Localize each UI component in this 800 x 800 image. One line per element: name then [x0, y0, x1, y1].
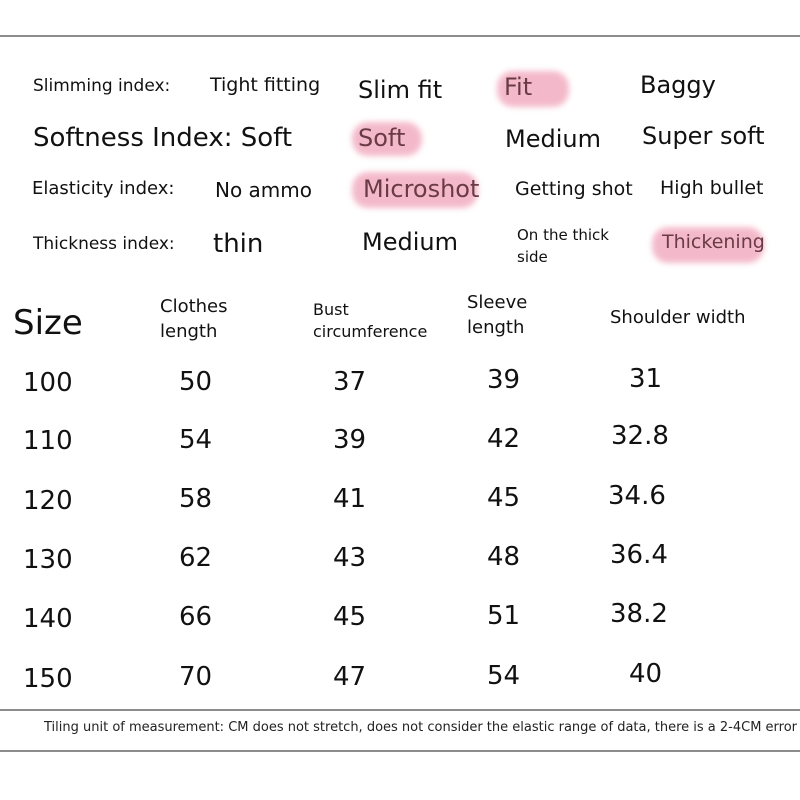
table-cell-clothes-length: 50	[179, 367, 213, 397]
table-cell-bust: 45	[333, 602, 367, 632]
table-cell-clothes-length: 70	[179, 662, 213, 692]
clothes-length-header-line2: length	[160, 321, 218, 343]
highlight-thickening	[652, 227, 764, 263]
highlight-microshot	[352, 172, 478, 208]
bust-header-line1: Bust	[313, 300, 349, 319]
highlight-fit	[497, 71, 569, 107]
sleeve-length-header: Sleeve length	[467, 290, 527, 340]
slimming-option-tight-fitting: Tight fitting	[210, 74, 321, 96]
table-cell-bust: 41	[333, 484, 367, 514]
slimming-index-label: Slimming index:	[33, 76, 171, 96]
table-cell-bust: 37	[333, 367, 367, 397]
table-cell-shoulder: 36.4	[610, 540, 668, 570]
thickness-option-medium: Medium	[362, 228, 458, 256]
table-cell-sleeve: 54	[487, 661, 521, 691]
thickness-option-thickening-selected: Thickening	[662, 231, 765, 253]
thickness-option-on-the-thick-side: On the thick side	[517, 226, 609, 266]
bust-circumference-header: Bust circumference	[313, 299, 427, 344]
footer-note: Tiling unit of measurement: CM does not …	[44, 720, 798, 735]
footer-divider-bottom	[0, 750, 800, 752]
softness-index-label: Softness Index: Soft	[33, 123, 293, 153]
softness-option-soft-selected: Soft	[358, 124, 406, 152]
table-cell-shoulder: 31	[629, 364, 663, 394]
sleeve-header-line2: length	[467, 317, 525, 339]
table-cell-bust: 39	[333, 425, 367, 455]
table-cell-shoulder: 38.2	[610, 599, 668, 629]
table-cell-clothes-length: 54	[179, 425, 213, 455]
table-cell-bust: 47	[333, 662, 367, 692]
thickness-option-thin: thin	[213, 229, 264, 259]
shoulder-width-header: Shoulder width	[610, 307, 746, 328]
table-cell-shoulder: 32.8	[611, 421, 669, 451]
softness-option-super-soft: Super soft	[642, 122, 765, 150]
table-cell-clothes-length: 58	[179, 484, 213, 514]
table-cell-sleeve: 51	[487, 601, 521, 631]
slimming-option-baggy: Baggy	[640, 71, 716, 99]
table-cell-size: 140	[23, 604, 73, 634]
table-cell-size: 110	[23, 426, 73, 456]
bust-header-line2: circumference	[313, 322, 428, 342]
elasticity-option-microshot-selected: Microshot	[363, 175, 480, 203]
table-cell-shoulder: 40	[629, 659, 663, 689]
table-cell-sleeve: 45	[487, 483, 521, 513]
softness-option-medium: Medium	[505, 125, 601, 153]
top-divider	[0, 35, 800, 37]
table-cell-size: 100	[23, 368, 73, 398]
table-cell-bust: 43	[333, 543, 367, 573]
elasticity-option-no-ammo: No ammo	[215, 178, 313, 202]
sleeve-header-line1: Sleeve	[467, 292, 528, 313]
elasticity-option-high-bullet: High bullet	[660, 177, 764, 199]
table-cell-clothes-length: 62	[179, 543, 213, 573]
highlight-soft	[352, 122, 422, 156]
table-cell-size: 150	[23, 664, 73, 694]
slimming-option-fit-selected: Fit	[504, 73, 533, 101]
elasticity-option-getting-shot: Getting shot	[515, 178, 633, 200]
table-cell-sleeve: 42	[487, 424, 521, 454]
clothes-length-header: Clothes length	[160, 294, 228, 344]
clothes-length-header-line1: Clothes	[160, 296, 228, 317]
table-cell-clothes-length: 66	[179, 602, 213, 632]
table-cell-sleeve: 39	[487, 365, 521, 395]
slimming-option-slim-fit: Slim fit	[358, 76, 443, 104]
table-cell-shoulder: 34.6	[608, 481, 666, 511]
elasticity-index-label: Elasticity index:	[32, 178, 175, 199]
table-cell-sleeve: 48	[487, 542, 521, 572]
thickness-index-label: Thickness index:	[33, 234, 175, 254]
size-column-header: Size	[13, 303, 83, 343]
table-cell-size: 120	[23, 486, 73, 516]
footer-divider-top	[0, 709, 800, 711]
table-cell-size: 130	[23, 545, 73, 575]
